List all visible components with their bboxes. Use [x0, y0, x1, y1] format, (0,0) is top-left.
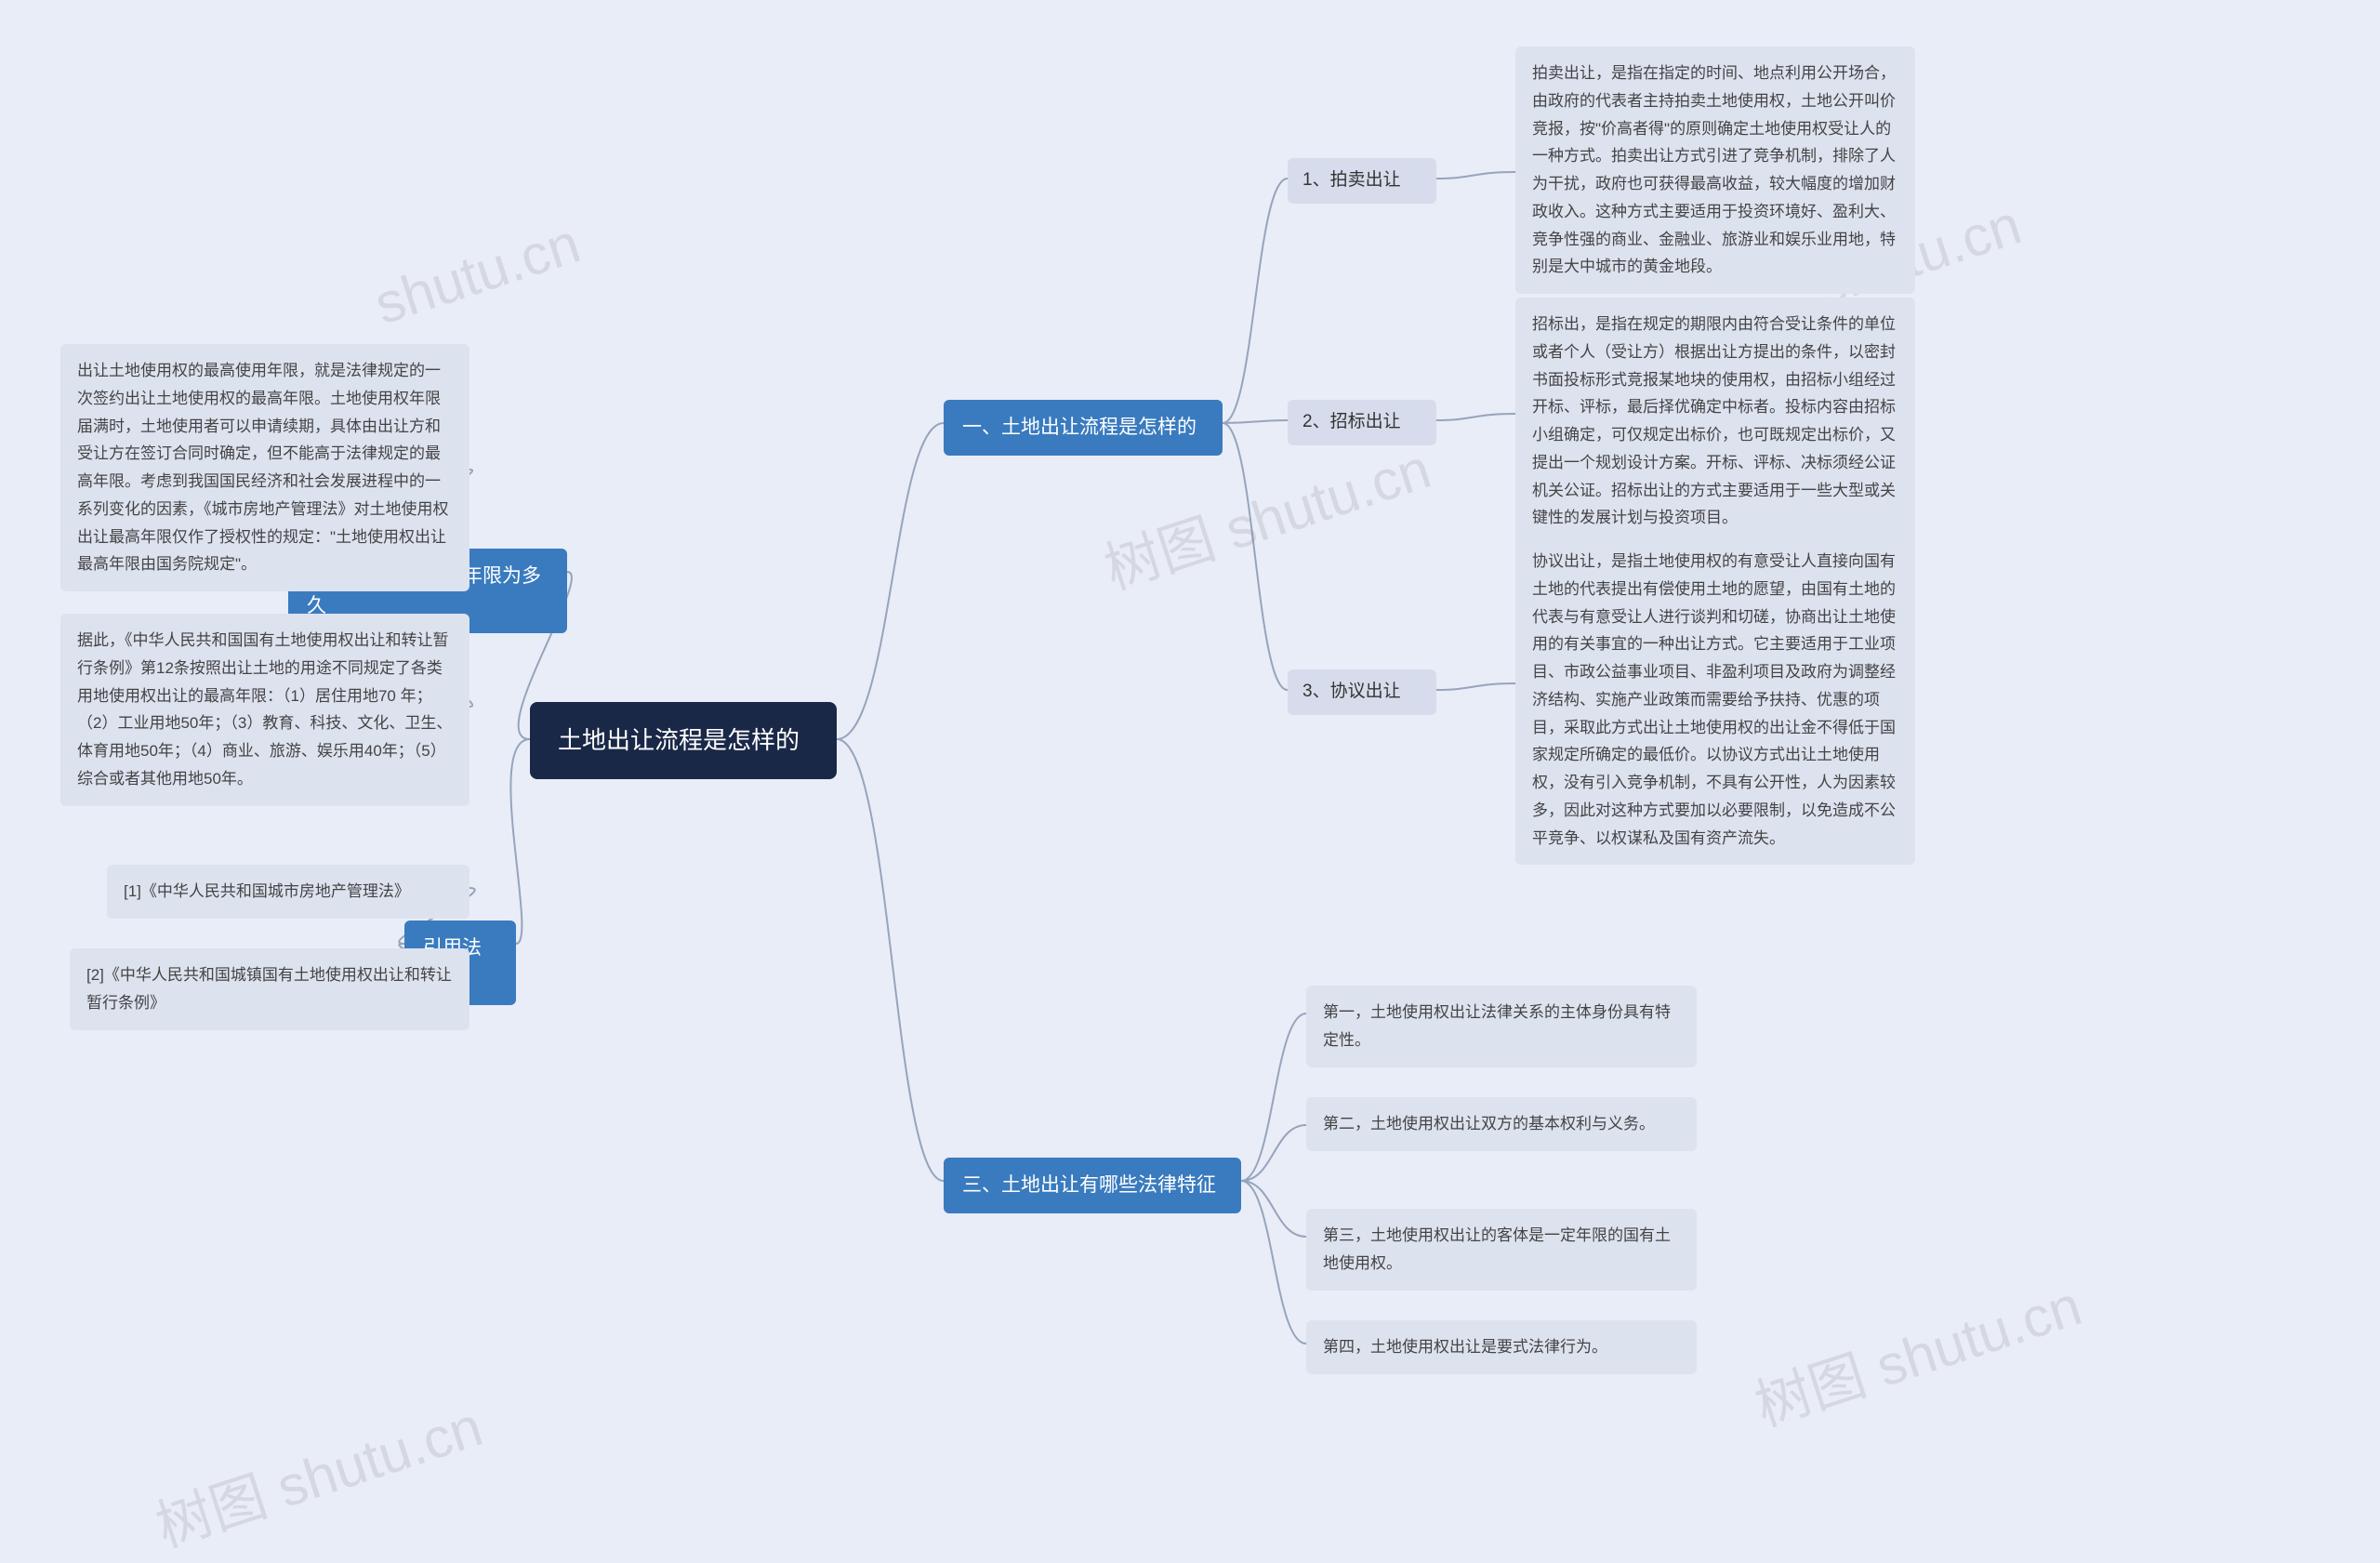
- leaf-auction-desc: 拍卖出让，是指在指定的时间、地点利用公开场合，由政府的代表者主持拍卖土地使用权，…: [1515, 46, 1915, 294]
- leaf-duration-desc-2: 据此，《中华人民共和国国有土地使用权出让和转让暂行条例》第12条按照出让土地的用…: [60, 614, 469, 806]
- watermark: 树图 shutu.cn: [144, 1382, 491, 1563]
- leaf-agreement-desc: 协议出让，是指土地使用权的有意受让人直接向国有土地的代表提出有偿使用土地的愿望，…: [1515, 535, 1915, 865]
- leaf-ref-2: [2]《中华人民共和国城镇国有土地使用权出让和转让暂行条例》: [70, 948, 469, 1030]
- leaf-tender-desc: 招标出，是指在规定的期限内由符合受让条件的单位或者个人（受让方）根据出让方提出的…: [1515, 298, 1915, 545]
- mindmap-canvas: shutu.cn 树图 shutu.cn shutu.cn 树图 shutu.c…: [0, 0, 2380, 1533]
- leaf-feature-2: 第二，土地使用权出让双方的基本权利与义务。: [1306, 1097, 1697, 1151]
- root-node[interactable]: 土地出让流程是怎样的: [530, 702, 837, 779]
- leaf-ref-1: [1]《中华人民共和国城市房地产管理法》: [107, 865, 469, 919]
- leaf-feature-1: 第一，土地使用权出让法律关系的主体身份具有特定性。: [1306, 986, 1697, 1067]
- leaf-feature-4: 第四，土地使用权出让是要式法律行为。: [1306, 1320, 1697, 1374]
- leaf-feature-3: 第三，土地使用权出让的客体是一定年限的国有土地使用权。: [1306, 1209, 1697, 1291]
- watermark: 树图 shutu.cn: [1743, 1261, 2090, 1442]
- branch-legal-features[interactable]: 三、土地出让有哪些法律特征: [944, 1158, 1241, 1213]
- sub-tender[interactable]: 2、招标出让: [1288, 400, 1436, 445]
- leaf-duration-desc-1: 出让土地使用权的最高使用年限，就是法律规定的一次签约出让土地使用权的最高年限。土…: [60, 344, 469, 591]
- sub-auction[interactable]: 1、拍卖出让: [1288, 158, 1436, 204]
- sub-agreement[interactable]: 3、协议出让: [1288, 669, 1436, 715]
- branch-process[interactable]: 一、土地出让流程是怎样的: [944, 400, 1223, 456]
- watermark: shutu.cn: [367, 211, 588, 338]
